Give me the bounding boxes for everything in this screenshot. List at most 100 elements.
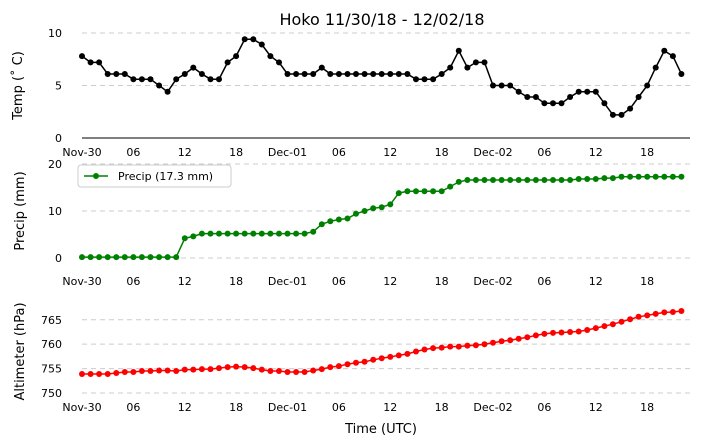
temp-data-point bbox=[430, 76, 437, 83]
precipitation-panel: 0 10 20 Nov-30 06 12 18 Dec-01 06 12 18 Dec-02 06 12 1… bbox=[13, 158, 690, 288]
precip-data-point bbox=[104, 254, 111, 261]
precip-data-point bbox=[87, 254, 94, 261]
precip-data-point bbox=[250, 230, 257, 237]
alt-data-point bbox=[318, 366, 325, 373]
precip-data-point bbox=[490, 177, 496, 183]
precip-data-point bbox=[96, 254, 103, 261]
temp-data-point bbox=[293, 71, 300, 77]
alt-data-point bbox=[592, 325, 599, 332]
precip-data-point bbox=[395, 190, 402, 197]
temp-data-point bbox=[618, 111, 625, 118]
temp-x-tick-label: Dec-02 bbox=[473, 146, 512, 159]
precip-data-point bbox=[464, 177, 471, 183]
temp-data-point bbox=[584, 88, 591, 95]
alt-data-point bbox=[96, 371, 103, 377]
temp-data-point bbox=[138, 76, 145, 83]
precip-data-point bbox=[567, 177, 574, 183]
alt-data-point bbox=[661, 309, 668, 316]
temp-y-axis-label: Temp (˚ C) bbox=[10, 51, 26, 121]
temp-data-point bbox=[284, 71, 291, 77]
precip-y-tick-label: 0 bbox=[55, 252, 62, 265]
temp-data-point bbox=[438, 71, 445, 77]
temp-data-point bbox=[455, 47, 462, 54]
alt-data-point bbox=[464, 342, 471, 349]
temp-data-point bbox=[216, 76, 222, 83]
temp-data-point bbox=[104, 71, 111, 77]
alt-data-point bbox=[635, 313, 642, 320]
precip-data-point bbox=[344, 215, 351, 222]
temp-data-point bbox=[233, 53, 240, 60]
temp-data-point bbox=[627, 105, 634, 112]
alt-x-tick-label: 12 bbox=[589, 401, 603, 414]
precip-x-tick-label: Dec-02 bbox=[473, 275, 512, 288]
precip-data-point bbox=[421, 188, 428, 195]
precip-data-point bbox=[276, 230, 282, 237]
alt-data-point bbox=[395, 352, 402, 359]
temp-data-point bbox=[198, 71, 205, 77]
temperature-panel: 0 5 10 Nov-30 06 12 18 Dec-01 06 12 18 Dec-02 06 12 18… bbox=[10, 27, 690, 159]
alt-data-point bbox=[173, 368, 180, 374]
precip-data-point bbox=[404, 188, 411, 195]
alt-data-point bbox=[224, 364, 231, 371]
precip-data-point bbox=[190, 233, 197, 240]
precip-x-tick-label: 18 bbox=[435, 275, 449, 288]
temp-data-point bbox=[472, 59, 479, 66]
temp-data-point bbox=[121, 71, 128, 77]
precip-data-point bbox=[669, 173, 676, 180]
precip-data-point bbox=[121, 254, 128, 261]
temp-data-point bbox=[310, 71, 317, 77]
alt-x-tick-label: 12 bbox=[383, 401, 397, 414]
temp-data-point bbox=[464, 64, 471, 71]
precip-x-tick-label: 06 bbox=[537, 275, 551, 288]
alt-data-point bbox=[430, 345, 437, 352]
precip-data-point bbox=[207, 230, 214, 237]
temp-data-point bbox=[258, 41, 265, 48]
temp-x-tick-label: Nov-30 bbox=[62, 146, 101, 159]
alt-data-point bbox=[216, 365, 222, 372]
alt-data-point bbox=[284, 369, 291, 375]
legend-box bbox=[77, 164, 232, 188]
precip-data-point bbox=[387, 201, 394, 208]
alt-data-point bbox=[370, 356, 377, 363]
temp-data-point bbox=[601, 100, 608, 107]
alt-data-point bbox=[498, 338, 505, 345]
precip-data-point bbox=[164, 254, 171, 261]
alt-data-point bbox=[147, 368, 154, 374]
alt-x-tick-label: Dec-02 bbox=[473, 401, 512, 414]
precip-data-point bbox=[635, 173, 642, 180]
precip-data-point bbox=[584, 176, 591, 182]
alt-data-point bbox=[104, 371, 111, 377]
alt-data-point bbox=[601, 323, 608, 330]
precip-data-point bbox=[438, 188, 445, 195]
temp-data-point bbox=[207, 76, 214, 83]
temp-data-point bbox=[87, 59, 94, 66]
precip-y-tick-label: 20 bbox=[48, 158, 62, 171]
precip-data-point bbox=[138, 254, 145, 261]
alt-data-point bbox=[669, 309, 676, 315]
precip-data-point bbox=[284, 230, 291, 237]
temp-data-point bbox=[498, 82, 505, 89]
alt-data-point bbox=[472, 342, 479, 349]
precip-data-point bbox=[472, 177, 479, 183]
temp-data-point bbox=[130, 76, 137, 83]
alt-data-point bbox=[558, 329, 565, 336]
alt-data-point bbox=[541, 330, 548, 337]
alt-data-point bbox=[258, 366, 265, 373]
temp-data-point bbox=[361, 71, 368, 77]
precip-data-point bbox=[353, 210, 359, 217]
alt-data-point bbox=[79, 371, 85, 377]
temp-data-point bbox=[421, 76, 428, 83]
temp-data-point bbox=[335, 71, 342, 77]
alt-data-point bbox=[618, 318, 625, 325]
precip-data-point bbox=[301, 230, 308, 237]
alt-data-point bbox=[515, 335, 522, 342]
precip-data-point bbox=[173, 254, 180, 261]
alt-data-point bbox=[164, 367, 171, 374]
precip-data-point bbox=[198, 230, 205, 237]
precip-x-tick-label: 18 bbox=[229, 275, 243, 288]
temp-data-point bbox=[524, 94, 531, 100]
temp-data-point bbox=[267, 53, 274, 60]
precip-data-point bbox=[550, 177, 556, 183]
temp-data-point bbox=[490, 82, 496, 89]
